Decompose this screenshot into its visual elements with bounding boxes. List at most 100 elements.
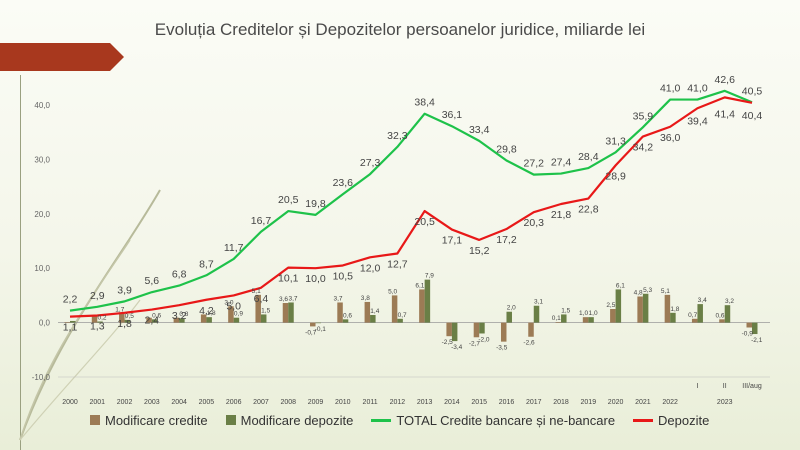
- bar-depozite: [479, 322, 485, 334]
- bar-credite: [255, 294, 261, 323]
- data-label-modificare-credite: -2,6: [523, 340, 535, 347]
- bar-credite: [555, 322, 562, 323]
- data-label-modificare-credite: 1,7: [115, 306, 124, 313]
- data-label-depozite: 10,5: [333, 270, 354, 282]
- x-tick-label: 2005: [199, 399, 215, 406]
- bar-depozite: [233, 317, 240, 323]
- data-label-depozite: 10,0: [305, 273, 326, 285]
- data-label-total-credite: 29,8: [496, 143, 517, 155]
- bar-depozite: [588, 317, 594, 323]
- data-label-modificare-credite: 3,0: [224, 299, 233, 306]
- data-label-depozite: 20,3: [524, 217, 545, 229]
- bar-credite: [637, 296, 643, 323]
- data-label-modificare-credite: 3,8: [361, 295, 370, 302]
- bar-credite: [610, 309, 616, 323]
- x-tick-label: III/aug: [742, 383, 762, 390]
- bar-depozite: [124, 319, 131, 323]
- bar-depozite: [615, 289, 622, 323]
- data-label-modificare-depozite: 1,4: [370, 308, 379, 315]
- bar-credite: [691, 318, 698, 323]
- legend-item: Depozite: [633, 413, 709, 428]
- bar-credite: [337, 302, 343, 323]
- data-label-modificare-credite: 6,1: [415, 282, 424, 289]
- x-tick-label: 2002: [117, 399, 133, 406]
- data-label-total-credite: 42,6: [715, 74, 736, 86]
- bar-credite: [419, 289, 425, 323]
- y-tick-label: 0,0: [39, 319, 51, 328]
- bar-credite: [228, 306, 234, 323]
- decorative-vertical-line: [20, 75, 21, 450]
- data-label-total-credite: 27,4: [551, 157, 572, 169]
- x-tick-label: 2006: [226, 399, 242, 406]
- data-label-modificare-credite: -2,5: [442, 339, 454, 346]
- bar-depozite: [370, 314, 376, 323]
- data-label-total-credite: 35,9: [633, 110, 654, 122]
- data-label-total-credite: 28,4: [578, 151, 599, 163]
- data-label-modificare-credite: 5,1: [252, 288, 261, 295]
- data-label-total-credite: 32,3: [387, 130, 408, 142]
- bar-depozite: [97, 321, 103, 323]
- legend-label: TOTAL Credite bancare și ne-bancare: [396, 412, 616, 428]
- bar-credite: [146, 317, 152, 323]
- data-label-modificare-depozite: 3,1: [534, 299, 543, 306]
- data-label-depozite: 12,7: [387, 259, 408, 271]
- x-tick-label: 2008: [280, 399, 296, 406]
- data-label-modificare-credite: 2,5: [606, 302, 615, 309]
- data-label-total-credite: 38,4: [414, 97, 435, 109]
- legend-item: TOTAL Credite bancare și ne-bancare: [371, 413, 615, 428]
- bar-credite: [473, 322, 480, 338]
- data-label-depozite: 3,2: [172, 310, 187, 322]
- data-label-total-credite: 19,8: [305, 198, 326, 210]
- bar-credite: [664, 294, 671, 323]
- data-label-modificare-credite: 4,8: [634, 289, 643, 296]
- x-tick-label: 2019: [581, 399, 597, 406]
- data-label-total-credite: 31,3: [605, 135, 626, 147]
- data-label-total-credite: 23,6: [333, 177, 354, 189]
- data-label-modificare-credite: 0,7: [688, 312, 697, 319]
- bar-credite: [582, 317, 589, 323]
- data-label-total-credite: 2,9: [90, 290, 105, 302]
- x-tick-label: 2013: [417, 399, 433, 406]
- bar-credite: [446, 322, 452, 337]
- bar-depozite: [151, 319, 158, 323]
- chart-title: Evoluția Creditelor și Depozitelor perso…: [154, 20, 646, 39]
- data-label-total-credite: 3,9: [117, 284, 132, 296]
- bar-credite: [91, 316, 98, 323]
- data-label-depozite: 10,1: [278, 273, 299, 285]
- data-label-total-credite: 16,7: [251, 215, 272, 227]
- data-label-depozite: 5,0: [226, 300, 241, 312]
- bar-credite: [500, 322, 507, 342]
- bar-credite: [746, 322, 752, 328]
- data-label-modificare-depozite: 6,1: [616, 282, 625, 289]
- data-label-modificare-depozite: 1,8: [670, 306, 679, 313]
- data-label-total-credite: 27,3: [360, 157, 381, 169]
- data-label-modificare-credite: 3,6: [279, 296, 288, 303]
- x-tick-label: 2014: [444, 399, 460, 406]
- bar-credite: [200, 314, 207, 323]
- data-label-total-credite: 11,7: [224, 242, 244, 254]
- x-tick-label: I: [696, 383, 698, 390]
- data-label-modificare-credite: 1,0: [579, 310, 588, 317]
- data-label-total-credite: 8,7: [199, 258, 214, 270]
- data-label-depozite: 21,8: [551, 209, 572, 221]
- bar-depozite: [752, 322, 758, 335]
- y-tick-label: -10,0: [32, 373, 51, 382]
- data-label-modificare-depozite: 0,2: [98, 315, 107, 322]
- data-label-total-credite: 33,4: [469, 124, 490, 136]
- series-line-depozite: [69, 96, 753, 318]
- data-label-depozite: 40,4: [742, 110, 763, 122]
- bar-depozite: [260, 314, 267, 323]
- data-label-modificare-depozite: 3,7: [288, 295, 297, 302]
- bar-depozite: [451, 322, 458, 342]
- bar-depozite: [70, 320, 76, 323]
- x-tick-label: 2004: [171, 399, 187, 406]
- y-tick-label: 40,0: [34, 101, 50, 110]
- legend-swatch: [633, 418, 654, 422]
- data-label-depozite: 41,4: [715, 108, 736, 120]
- data-label-modificare-depozite: 3,4: [698, 297, 707, 304]
- data-label-depozite: 1,8: [117, 318, 132, 330]
- data-label-modificare-depozite: 1,5: [261, 307, 270, 314]
- data-label-depozite: 36,0: [660, 132, 681, 144]
- data-label-total-credite: 36,1: [442, 109, 463, 121]
